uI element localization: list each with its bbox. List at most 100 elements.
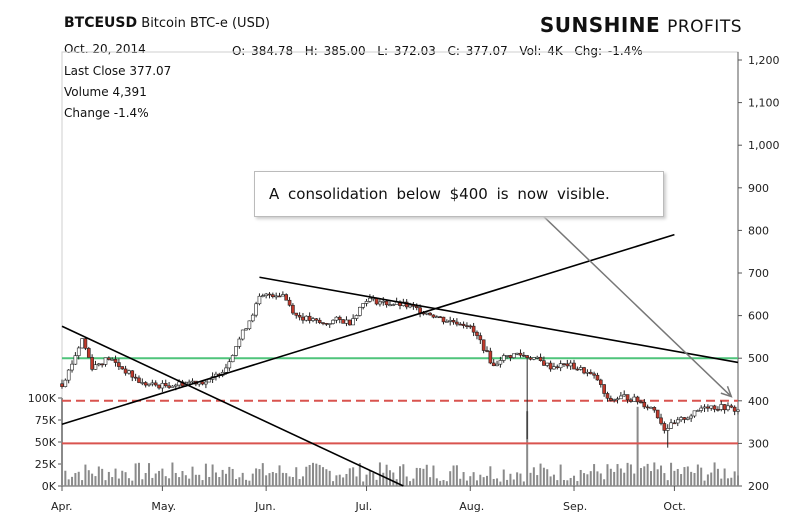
volume-bar [579,469,582,486]
volume-bar [201,480,204,486]
volume-bar [653,462,656,486]
volume-bar [104,480,107,486]
volume-bar [633,473,636,486]
candle-body [605,393,610,399]
candle-body [234,346,238,356]
candle-body [304,315,309,321]
candle-body [130,370,135,378]
volume-bar [81,480,84,486]
volume-bar [94,476,97,486]
candle-body [341,319,345,324]
volume-tick-label: 0K [42,480,57,493]
candle-body [147,383,151,386]
candle-body [143,382,148,386]
candle-body [732,406,737,412]
volume-bar [680,474,683,486]
candle-body [150,382,155,385]
low-value: 372.03 [393,44,436,58]
volume-bar [77,471,80,486]
volume-bar [546,469,549,486]
volume-bar [214,472,217,486]
candle-body [706,406,710,409]
candle-body [414,305,419,309]
volume-bar [643,466,646,486]
volume-bar [646,463,649,486]
volume-bar [529,472,532,486]
volume-bar [566,480,569,486]
candle-body [595,374,600,381]
volume-bar [61,398,63,486]
candle-body [736,409,740,412]
candle-body [495,363,499,367]
volume-bar [224,473,227,486]
volume-bar [335,475,338,486]
volume-bar [174,472,177,486]
volume-bar [666,480,669,486]
candle-body [267,293,272,296]
volume-bar [127,478,130,486]
volume-bar [522,481,525,486]
candle-body [418,307,422,314]
candle-body [461,323,466,326]
candle-body [465,325,469,327]
volume-bar [726,478,729,486]
volume-bar [593,464,596,486]
candle-body [90,357,94,370]
candle-body [163,383,168,387]
candle-body [167,385,171,388]
volume-bar [178,477,181,486]
volume-bar [656,469,659,486]
volume-bar [362,481,365,486]
candle-body [635,396,640,403]
volume-bar [435,478,438,486]
candle-body [80,338,84,349]
candle-body [230,355,235,363]
volume-bar [670,462,673,486]
candle-body [639,401,643,404]
candle-body [127,370,131,374]
volume-bar [462,472,465,486]
candle-body [722,404,727,411]
candle-body [287,299,292,306]
volume-bar [569,477,572,486]
candle-body [696,410,700,412]
close-value: 377.07 [465,44,508,58]
candle-body [538,356,543,361]
price-tick-label: 1,000 [748,139,780,152]
candle-body [368,297,372,302]
candle-body [107,357,111,360]
candle-body [659,417,663,424]
volume-bar [238,477,241,486]
volume-bar [730,477,733,486]
candle-body [528,357,533,360]
candle-body [321,322,325,324]
candle-body [598,379,603,385]
candle-body [665,428,670,431]
chart-header: BTCEUSD Bitcoin BTC-e (USD) [64,15,270,31]
candle-body [160,383,165,389]
volume-bar [472,472,475,486]
ohlc-readout: O: 384.78 H: 385.00 L: 372.03 C: 377.07 … [232,44,643,58]
candle-body [622,394,627,397]
candle-body [424,312,429,315]
volume-bar [696,464,699,486]
volume-bar [121,470,124,486]
vol-value: 4K [547,44,563,58]
brand-logo: SUNSHINE PROFITS [540,13,742,37]
candle-body [679,417,683,421]
volume-bar [693,473,696,486]
volume-bar [348,468,351,486]
candle-body [200,381,205,385]
volume-bar [325,469,328,486]
price-tick-label: 600 [748,310,769,323]
volume-tick-label: 75K [35,414,57,427]
symbol: BTCEUSD [64,15,138,31]
candle-body [562,363,566,365]
volume-bar [509,473,512,486]
volume-bar [311,462,314,486]
volume-bar [455,465,458,486]
candle-body [662,423,667,431]
volume-bar [151,477,154,486]
candle-body [471,325,476,333]
